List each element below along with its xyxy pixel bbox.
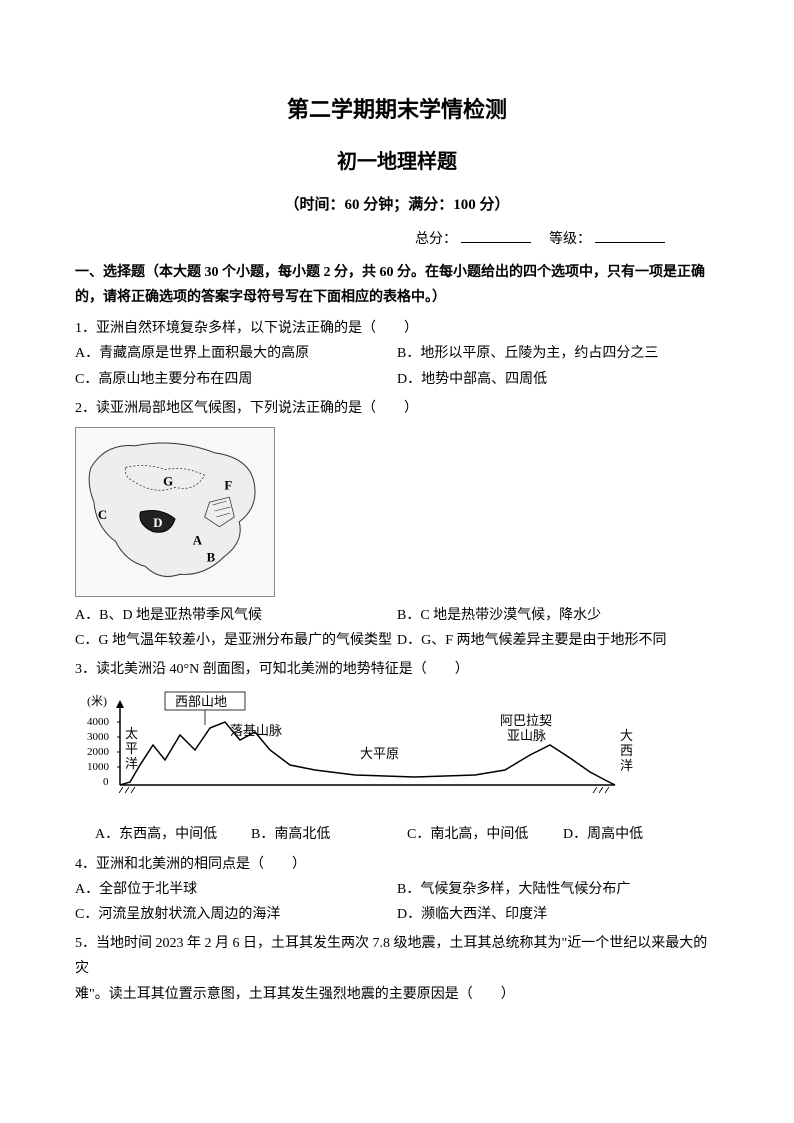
svg-text:洋: 洋 [620,758,633,773]
map-label-B: B [207,550,216,564]
q1-optB: B．地形以平原、丘陵为主，约占四分之三 [397,341,719,366]
q2-stem: 2．读亚洲局部地区气候图，下列说法正确的是（ ） [75,396,719,421]
svg-text:平: 平 [125,741,138,756]
map-label-D: D [153,516,162,530]
q3-stem: 3．读北美洲沿 40°N 剖面图，可知北美洲的地势特征是（ ） [75,657,719,682]
q4: 4．亚洲和北美洲的相同点是（ ） A．全部位于北半球 B．气候复杂多样，大陆性气… [75,852,719,928]
svg-text:0: 0 [103,776,109,788]
svg-text:3000: 3000 [87,731,110,743]
svg-text:西: 西 [620,743,633,758]
map-label-F: F [224,478,232,492]
q4-optA: A．全部位于北半球 [75,877,397,902]
svg-text:落基山脉: 落基山脉 [230,723,282,738]
q1-stem: 1．亚洲自然环境复杂多样，以下说法正确的是（ ） [75,316,719,341]
svg-text:阿巴拉契: 阿巴拉契 [500,713,552,728]
time-info: （时间：60 分钟；满分：100 分） [75,192,719,219]
svg-text:大: 大 [620,728,633,743]
map-label-G: G [163,474,173,488]
q2: 2．读亚洲局部地区气候图，下列说法正确的是（ ） C G D A B F [75,396,719,654]
sub-title: 初一地理样题 [75,144,719,180]
map-label-A: A [193,534,203,548]
score-line: 总分： 等级： [75,227,719,252]
q3: 3．读北美洲沿 40°N 剖面图，可知北美洲的地势特征是（ ） (米) 4000… [75,657,719,847]
q5-stem2: 难"。读土耳其位置示意图，土耳其发生强烈地震的主要原因是（ ） [75,982,719,1007]
svg-text:西部山地: 西部山地 [175,694,227,709]
svg-text:大平原: 大平原 [360,746,399,761]
total-blank [461,242,531,243]
svg-text:2000: 2000 [87,746,110,758]
y-axis-label: (米) [87,694,107,708]
svg-text:洋: 洋 [125,756,138,771]
main-title: 第二学期期末学情检测 [75,90,719,130]
svg-text:1000: 1000 [87,761,110,773]
grade-blank [595,242,665,243]
q4-optC: C．河流呈放射状流入周边的海洋 [75,902,397,927]
q2-optD: D．G、F 两地气候差异主要是由于地形不同 [397,628,719,653]
q3-optC: C．南北高，中间低 [407,822,563,847]
q4-stem: 4．亚洲和北美洲的相同点是（ ） [75,852,719,877]
grade-label: 等级： [549,232,591,247]
q1-optC: C．高原山地主要分布在四周 [75,367,397,392]
q4-optB: B．气候复杂多样，大陆性气候分布广 [397,877,719,902]
q2-optC: C．G 地气温年较差小，是亚洲分布最广的气候类型 [75,628,397,653]
q4-optD: D．濒临大西洋、印度洋 [397,902,719,927]
q5-stem1: 5．当地时间 2023 年 2 月 6 日，土耳其发生两次 7.8 级地震，土耳… [75,931,719,981]
q2-optA: A．B、D 地是亚热带季风气候 [75,603,397,628]
svg-text:4000: 4000 [87,716,110,728]
q2-optB: B．C 地是热带沙漠气候，降水少 [397,603,719,628]
q1: 1．亚洲自然环境复杂多样，以下说法正确的是（ ） A．青藏高原是世界上面积最大的… [75,316,719,392]
map-label-C: C [98,508,107,522]
section1-header: 一、选择题（本大题 30 个小题，每小题 2 分，共 60 分。在每小题给出的四… [75,260,719,310]
q5: 5．当地时间 2023 年 2 月 6 日，土耳其发生两次 7.8 级地震，土耳… [75,931,719,1007]
q1-optA: A．青藏高原是世界上面积最大的高原 [75,341,397,366]
profile-chart: (米) 4000 3000 2000 1000 0 西部山地 落基山脉 [75,690,655,810]
svg-text:亚山脉: 亚山脉 [507,728,546,743]
q1-optD: D．地势中部高、四周低 [397,367,719,392]
total-label: 总分： [415,232,457,247]
svg-text:太: 太 [125,726,138,741]
asia-map: C G D A B F [75,427,719,597]
q3-optB: B．南高北低 [251,822,407,847]
q3-optD: D．周高中低 [563,822,719,847]
q3-optA: A．东西高，中间低 [95,822,251,847]
